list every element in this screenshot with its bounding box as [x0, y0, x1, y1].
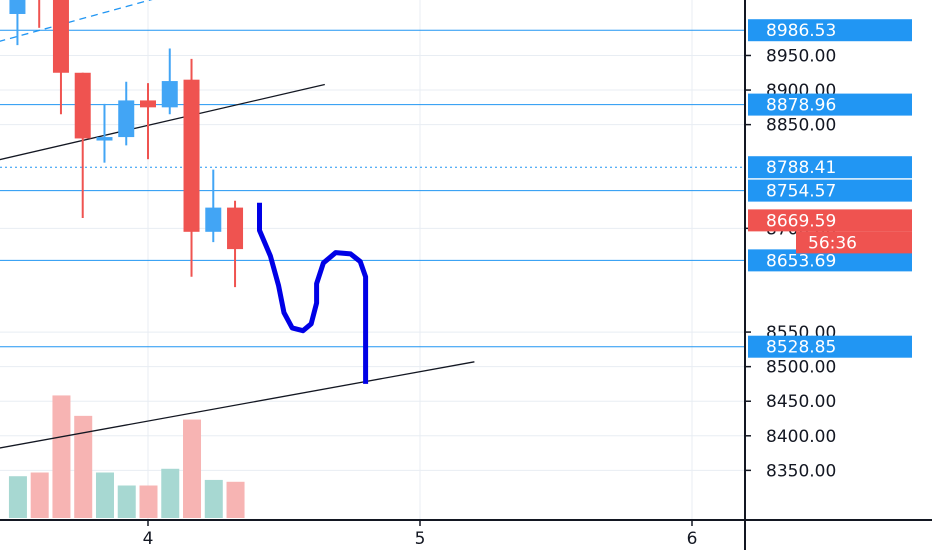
y-tick-label: 8950.00: [766, 46, 836, 66]
y-tick-label: 8450.00: [766, 392, 836, 412]
y-tick-label: 8850.00: [766, 116, 836, 136]
price-level-tag: 8986.53: [766, 21, 836, 41]
volume-bar: [204, 479, 223, 518]
volume-bar: [117, 485, 136, 518]
candle-body: [227, 207, 244, 250]
last-price-tag: 8669.59: [766, 211, 836, 231]
y-tick-label: 8500.00: [766, 358, 836, 378]
price-level-tag-bg: [748, 335, 912, 358]
candle-body: [52, 0, 69, 73]
y-tick-label: 8400.00: [766, 427, 836, 447]
freehand-drawing: [257, 202, 369, 384]
candle-body: [9, 0, 26, 14]
candle-body: [161, 81, 178, 108]
price-level-tag-bg: [748, 19, 912, 42]
candle-body: [96, 137, 113, 141]
price-level-tag-bg: [748, 156, 912, 179]
candle-body: [118, 100, 135, 138]
candle-body: [140, 100, 156, 108]
countdown-label: 56:36: [808, 233, 857, 253]
volume-bar: [95, 472, 114, 518]
volume-bar: [139, 485, 158, 518]
x-tick-label: 5: [415, 529, 426, 549]
blue-drawing-path: [257, 202, 369, 384]
price-tags: 9056.378986.538878.968788.418754.578653.…: [748, 19, 912, 358]
volume-bar: [74, 415, 93, 518]
volume-bar: [183, 419, 202, 518]
countdown-bg: [796, 231, 912, 254]
price-level-tag: 8878.96: [766, 96, 836, 116]
trendline: [0, 361, 475, 449]
x-tick-label: 6: [687, 529, 698, 549]
price-level-tag-bg: [748, 93, 912, 116]
last-price-tag-bg: [748, 209, 912, 232]
price-level-tag: 8788.41: [766, 158, 836, 178]
price-level-tag: 8653.69: [766, 251, 836, 271]
volume-bar: [52, 395, 71, 518]
volume-bar: [161, 468, 180, 518]
price-levels: [0, 29, 745, 348]
candle-body: [183, 79, 200, 232]
trendlines: [0, 0, 475, 449]
candle-body: [74, 72, 91, 139]
x-tick-label: 4: [143, 529, 154, 549]
dashed-trendline: [0, 0, 153, 42]
candles: [9, 0, 244, 288]
volume-bar: [8, 476, 27, 518]
price-level-tag: 8754.57: [766, 182, 836, 202]
price-level-tag: 8528.85: [766, 338, 836, 358]
volume-bar: [30, 472, 49, 518]
price-level-tag-bg: [748, 249, 912, 272]
y-tick-label: 8350.00: [766, 461, 836, 481]
trendline: [0, 83, 325, 161]
volume-bar: [226, 481, 245, 518]
volume-bars: [8, 395, 245, 518]
candle-body: [205, 207, 222, 232]
x-axis-ticks: 4 5 6: [143, 520, 698, 549]
price-level-tag-bg: [748, 179, 912, 202]
